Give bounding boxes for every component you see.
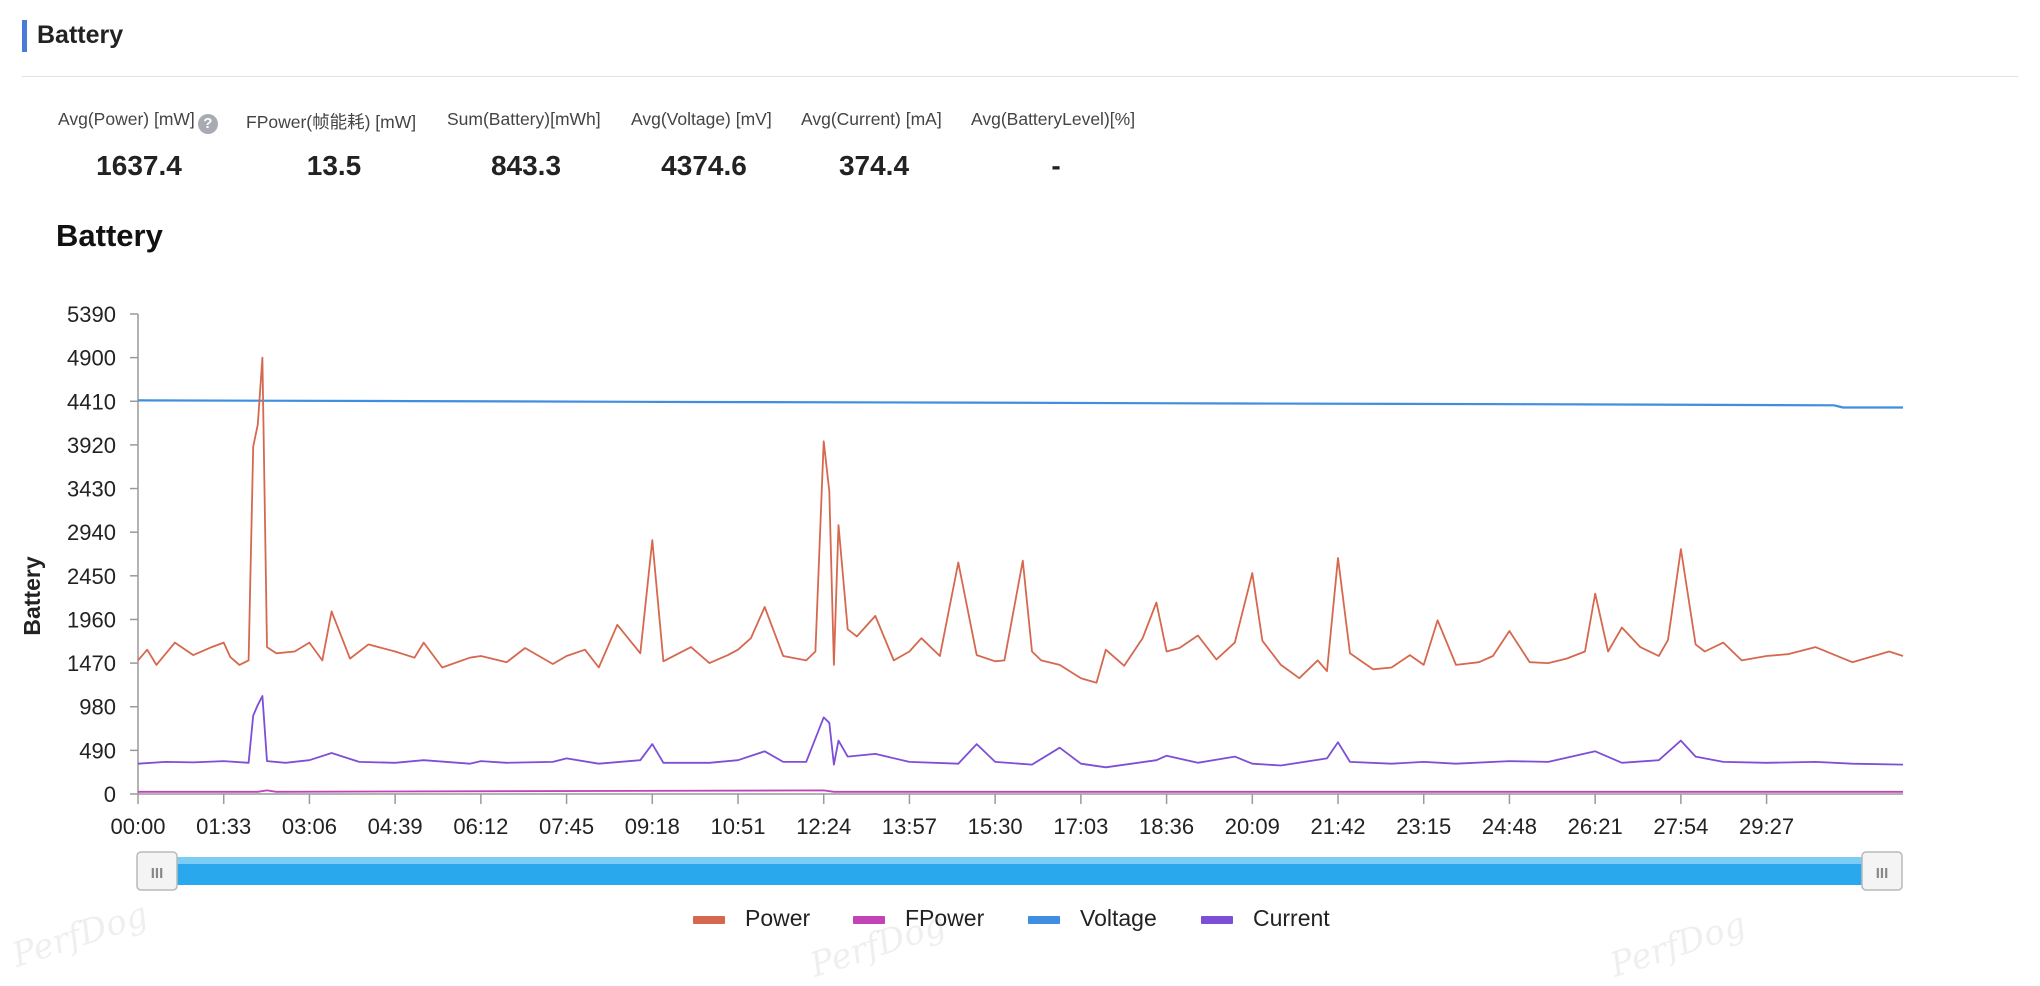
x-tick-label: 24:48 bbox=[1482, 814, 1537, 839]
x-tick-label: 23:15 bbox=[1396, 814, 1451, 839]
x-axis: 00:00 01:33 03:06 04:39 06:12 07:45 09:18 10:51… bbox=[110, 793, 1903, 839]
legend-swatch bbox=[1028, 916, 1060, 924]
x-tick-label: 13:57 bbox=[882, 814, 937, 839]
x-tick-label: 17:03 bbox=[1053, 814, 1108, 839]
series-layer bbox=[137, 356, 1904, 793]
metric-value: 374.4 bbox=[838, 150, 910, 181]
y-tick-label: 2940 bbox=[67, 520, 116, 545]
legend-label: Voltage bbox=[1080, 905, 1157, 931]
x-tick-label: 01:33 bbox=[196, 814, 251, 839]
x-tick-label: 21:42 bbox=[1310, 814, 1365, 839]
y-axis: 0 490 980 1470 1960 2450 2940 3430 3920 4410 4900 5… bbox=[67, 302, 139, 807]
x-tick-label: 15:30 bbox=[968, 814, 1023, 839]
legend-label: Power bbox=[745, 905, 811, 931]
chart-title: Battery bbox=[56, 218, 163, 253]
legend-label: FPower bbox=[905, 905, 985, 931]
metric-value: 4374.6 bbox=[661, 150, 747, 181]
x-tick-label: 12:24 bbox=[796, 814, 851, 839]
grip-icon: III bbox=[1876, 865, 1889, 882]
y-tick-label: 1470 bbox=[67, 651, 116, 676]
section-accent-bar bbox=[22, 20, 27, 52]
x-tick-label: 27:54 bbox=[1653, 814, 1708, 839]
grip-icon: III bbox=[151, 865, 164, 882]
metric-label: Avg(Voltage) [mV] bbox=[631, 109, 772, 129]
metric-label: Avg(BatteryLevel)[%] bbox=[971, 109, 1136, 129]
y-tick-label: 5390 bbox=[67, 302, 116, 327]
x-tick-label: 00:00 bbox=[110, 814, 165, 839]
x-tick-label: 29:27 bbox=[1739, 814, 1794, 839]
x-tick-label: 06:12 bbox=[453, 814, 508, 839]
x-tick-label: 09:18 bbox=[625, 814, 680, 839]
metric-label: FPower(帧能耗) [mW] bbox=[246, 112, 417, 132]
metric-label: Avg(Power) [mW]? bbox=[58, 109, 218, 134]
section-title: Battery bbox=[37, 21, 124, 49]
y-tick-label: 1960 bbox=[67, 607, 116, 632]
slider-track-highlight bbox=[155, 857, 1881, 864]
y-tick-label: 4410 bbox=[67, 389, 116, 414]
x-tick-label: 20:09 bbox=[1225, 814, 1280, 839]
y-axis-label: Battery bbox=[19, 556, 45, 635]
y-tick-label: 3430 bbox=[67, 477, 116, 502]
metric-label: Avg(Current) [mA] bbox=[801, 109, 942, 129]
legend-swatch bbox=[693, 916, 725, 924]
x-tick-label: 03:06 bbox=[282, 814, 337, 839]
series-line-fpower bbox=[138, 789, 1903, 793]
metric-value: 1637.4 bbox=[96, 150, 182, 181]
time-range-slider[interactable]: III III bbox=[136, 851, 1903, 891]
series-line-current bbox=[137, 695, 1904, 769]
x-tick-label: 10:51 bbox=[710, 814, 765, 839]
y-tick-label: 3920 bbox=[67, 433, 116, 458]
legend-swatch bbox=[853, 916, 885, 924]
x-tick-label: 04:39 bbox=[368, 814, 423, 839]
metric-label: Sum(Battery)[mWh] bbox=[447, 109, 601, 129]
help-icon[interactable]: ? bbox=[197, 114, 218, 134]
y-tick-label: 980 bbox=[79, 695, 116, 720]
series-line-power bbox=[137, 356, 1904, 684]
y-tick-label: 4900 bbox=[67, 346, 116, 371]
x-tick-label: 26:21 bbox=[1568, 814, 1623, 839]
legend-label: Current bbox=[1253, 905, 1330, 931]
metric-value: 13.5 bbox=[306, 150, 362, 181]
metric-value: 843.3 bbox=[490, 150, 562, 181]
x-tick-label: 18:36 bbox=[1139, 814, 1194, 839]
chart-legend: Power FPower Voltage Current bbox=[0, 900, 2040, 940]
x-tick-label: 07:45 bbox=[539, 814, 594, 839]
slider-left-handle[interactable]: III bbox=[136, 851, 178, 891]
section-header: Battery bbox=[22, 18, 2018, 77]
legend-swatch bbox=[1201, 916, 1233, 924]
y-tick-label: 2450 bbox=[67, 564, 116, 589]
slider-right-handle[interactable]: III bbox=[1861, 851, 1903, 891]
y-tick-label: 490 bbox=[79, 738, 116, 763]
series-line-voltage bbox=[137, 399, 1903, 409]
metric-value: - bbox=[1051, 150, 1061, 181]
metrics-summary: Avg(Power) [mW]? 1637.4 FPower(帧能耗) [mW]… bbox=[40, 105, 1240, 195]
y-tick-label: 0 bbox=[104, 782, 116, 807]
